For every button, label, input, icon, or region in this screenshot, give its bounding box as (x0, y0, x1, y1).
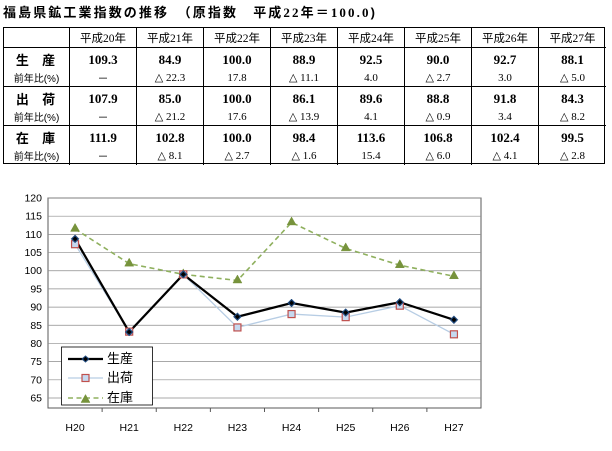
svg-text:105: 105 (24, 247, 42, 259)
svg-text:85: 85 (30, 320, 42, 332)
svg-text:H24: H24 (282, 422, 301, 434)
svg-text:100: 100 (24, 265, 42, 277)
svg-text:120: 120 (24, 193, 42, 205)
svg-text:80: 80 (30, 338, 42, 350)
svg-text:H27: H27 (444, 422, 463, 434)
svg-text:65: 65 (30, 393, 42, 405)
svg-text:H23: H23 (228, 422, 247, 434)
svg-text:75: 75 (30, 356, 42, 368)
svg-text:H25: H25 (336, 422, 355, 434)
svg-text:115: 115 (25, 211, 42, 223)
svg-text:H22: H22 (174, 422, 193, 434)
svg-text:生産: 生産 (107, 351, 133, 366)
svg-text:110: 110 (25, 229, 42, 241)
svg-text:70: 70 (30, 374, 42, 386)
svg-text:H26: H26 (390, 422, 409, 434)
svg-text:出荷: 出荷 (107, 370, 133, 385)
svg-text:在庫: 在庫 (107, 390, 133, 405)
svg-text:H20: H20 (65, 422, 84, 434)
svg-text:H21: H21 (120, 422, 139, 434)
svg-text:90: 90 (30, 302, 42, 314)
svg-text:95: 95 (30, 283, 42, 295)
